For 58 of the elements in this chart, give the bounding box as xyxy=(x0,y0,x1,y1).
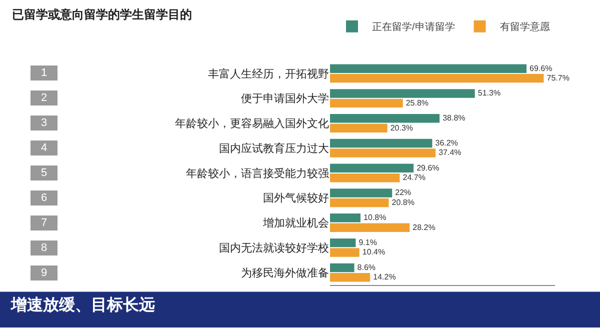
text: 7 xyxy=(40,217,48,229)
data-label: 22% xyxy=(395,188,412,198)
y-tick-label: 增加就业机会 xyxy=(262,216,329,230)
y-tick-label: 为移民海外做准备 xyxy=(241,266,329,280)
bar xyxy=(330,89,475,98)
bar xyxy=(330,198,389,208)
y-tick-label: 年龄较小，语言接受能力较强 xyxy=(186,166,329,180)
y-tick-label: 便于申请国外大学 xyxy=(241,92,329,106)
bar xyxy=(330,248,360,257)
bar xyxy=(330,223,410,232)
bar xyxy=(330,238,356,248)
data-label: 10.4% xyxy=(362,248,386,257)
bar xyxy=(330,188,392,198)
data-label: 37.4% xyxy=(438,148,462,158)
y-tick-label: 国内应试教育压力过大 xyxy=(219,142,329,155)
text: 2 xyxy=(40,92,48,104)
text: 已留学或意向留学的学生留学目的 xyxy=(12,7,192,22)
data-label: 29.6% xyxy=(416,163,440,172)
data-label: 28.2% xyxy=(412,222,436,232)
text: 1 xyxy=(40,67,48,79)
bar xyxy=(330,173,400,182)
data-label: 9.1% xyxy=(358,238,377,247)
text: 3 xyxy=(40,117,48,129)
legend-label: 正在留学/申请留学 xyxy=(372,21,455,34)
data-label: 20.3% xyxy=(390,123,414,132)
data-label: 24.7% xyxy=(402,173,426,182)
data-label: 14.2% xyxy=(373,272,396,282)
bar xyxy=(330,98,403,108)
bar xyxy=(330,114,440,123)
bar xyxy=(330,74,544,83)
legend-label: 有留学意愿 xyxy=(500,21,550,34)
y-tick-label: 国外气候较好 xyxy=(263,192,329,205)
bar xyxy=(330,214,360,222)
data-label: 69.6% xyxy=(530,64,552,73)
text: 8 xyxy=(40,242,48,254)
bar xyxy=(330,164,414,173)
y-tick-label: 年龄较小，更容易融入国外文化 xyxy=(175,117,329,130)
data-label: 25.8% xyxy=(406,98,429,108)
data-label: 75.7% xyxy=(546,73,570,82)
text: 9 xyxy=(40,267,48,279)
bar xyxy=(330,148,436,158)
text: 增速放缓、目标长远 xyxy=(10,296,156,314)
data-label: 38.8% xyxy=(442,114,466,123)
y-tick-label: 国内无法就读较好学校 xyxy=(219,242,329,255)
bar xyxy=(330,138,432,148)
text: 5 xyxy=(40,167,48,179)
text: 4 xyxy=(40,142,48,154)
data-label: 8.6% xyxy=(357,262,376,272)
data-label: 36.2% xyxy=(435,138,458,148)
text: 6 xyxy=(40,192,48,204)
bar xyxy=(330,273,370,282)
data-label: 20.8% xyxy=(392,198,414,207)
bar xyxy=(330,124,388,132)
data-label: 51.3% xyxy=(478,88,501,98)
y-tick-label: 丰富人生经历，开拓视野 xyxy=(208,67,329,80)
data-label: 10.8% xyxy=(364,213,386,222)
bar xyxy=(330,263,354,272)
bar xyxy=(330,64,527,73)
